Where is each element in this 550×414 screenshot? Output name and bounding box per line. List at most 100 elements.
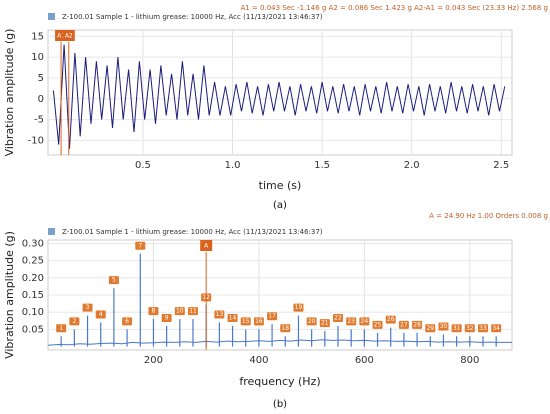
peak-marker <box>372 320 383 329</box>
peak-marker <box>319 319 330 328</box>
peak-marker <box>280 324 291 333</box>
peak-label: 25 <box>374 321 382 328</box>
peak-label: 22 <box>334 314 342 321</box>
peak-label: 17 <box>268 313 276 320</box>
peak-label: 10 <box>176 308 184 315</box>
x-tick-label: 800 <box>460 355 479 366</box>
peak-label: 21 <box>321 320 329 327</box>
plot-area <box>47 29 513 156</box>
peak-marker <box>425 324 436 333</box>
peak-marker <box>69 317 80 326</box>
y-tick-label: 0.30 <box>22 238 44 249</box>
peak-label: 16 <box>255 318 263 325</box>
header: Z-100.01 Sample 1 - lithium grease: 1000… <box>62 13 323 21</box>
readout: A1 = 0.043 Sec -1.146 g A2 = 0.086 Sec 1… <box>240 4 548 12</box>
peak-marker <box>214 310 225 319</box>
cursor-label: A2 <box>65 33 73 40</box>
cursor-flag <box>55 30 68 41</box>
peak-label: 6 <box>125 318 129 325</box>
x-tick-label: 600 <box>355 355 374 366</box>
peak-marker <box>306 317 317 326</box>
y-tick-label: 0.05 <box>22 324 44 335</box>
y-tick-label: 0.15 <box>22 290 44 301</box>
x-tick-label: 2.5 <box>493 160 509 171</box>
peak-label: 29 <box>426 325 434 332</box>
peak-label: 28 <box>413 321 421 328</box>
peak-marker <box>451 324 462 333</box>
peak-marker <box>333 313 343 322</box>
peak-marker <box>108 276 119 285</box>
peak-marker <box>135 241 146 250</box>
panel-label: (a) <box>273 200 287 211</box>
peak-marker <box>253 317 264 326</box>
peak-label: 3 <box>86 304 90 311</box>
header: Z-100.01 Sample 1 - lithium grease: 1000… <box>62 228 323 236</box>
cursor-flag <box>62 30 75 41</box>
peak-label: 27 <box>400 321 408 328</box>
peak-label: 2 <box>72 318 76 325</box>
x-tick-label: 1.5 <box>314 160 330 171</box>
peak-label: 1 <box>59 325 63 332</box>
peak-marker <box>359 317 370 326</box>
peak-marker <box>346 317 357 326</box>
y-tick-label: 0.10 <box>22 307 44 318</box>
peak-label: 24 <box>361 318 369 325</box>
peak-marker <box>491 324 502 333</box>
header-icon <box>48 228 55 235</box>
y-tick-label: 0 <box>38 94 44 105</box>
peak-label: 13 <box>216 311 224 318</box>
peak-label: 7 <box>138 242 142 249</box>
peak-marker <box>174 307 185 316</box>
peak-label: 15 <box>242 318 250 325</box>
y-tick-label: 10 <box>31 52 44 63</box>
y-axis-label: Vibration amplitude (g) <box>3 29 16 157</box>
x-tick-label: 1.0 <box>225 160 241 171</box>
peak-marker <box>464 324 475 333</box>
peak-label: 4 <box>99 311 103 318</box>
peak-label: 23 <box>347 318 355 325</box>
signal-line <box>52 44 506 149</box>
peak-marker <box>240 317 251 326</box>
y-tick-label: 5 <box>38 73 44 84</box>
peak-marker <box>95 310 106 319</box>
peak-label: 26 <box>387 316 395 323</box>
panel-label: (b) <box>273 399 287 410</box>
x-tick-label: 200 <box>144 355 163 366</box>
x-axis-label: time (s) <box>259 179 302 192</box>
peak-label: 5 <box>112 277 116 284</box>
peak-label: 9 <box>165 314 169 321</box>
signal-line <box>47 339 512 346</box>
peak-marker <box>122 317 133 326</box>
peak-label: 14 <box>229 314 237 321</box>
peak-label: 11 <box>189 308 197 315</box>
x-tick-label: 400 <box>249 355 268 366</box>
peak-marker <box>438 322 449 331</box>
peak-label: 20 <box>308 318 316 325</box>
y-tick-label: 15 <box>31 31 44 42</box>
peak-marker <box>293 303 304 312</box>
peak-label: 34 <box>492 325 500 332</box>
cursor-flag <box>200 240 213 251</box>
x-tick-label: 0.5 <box>135 160 151 171</box>
y-tick-label: -10 <box>28 135 44 146</box>
x-tick-label: 2.0 <box>404 160 420 171</box>
peak-label: 32 <box>466 325 474 332</box>
peak-marker <box>56 324 67 333</box>
peak-marker <box>82 303 93 312</box>
peak-label: 18 <box>281 325 289 332</box>
peak-marker <box>478 324 488 333</box>
peak-marker <box>267 312 278 321</box>
x-axis-label: frequency (Hz) <box>239 375 320 388</box>
cursor-label: A1 <box>57 33 65 40</box>
peak-marker <box>161 313 172 322</box>
peak-label: 31 <box>453 325 461 332</box>
cursor-label: A <box>204 243 209 250</box>
peak-label: 30 <box>440 323 448 330</box>
header-icon <box>48 13 55 20</box>
peak-label: 33 <box>479 325 487 332</box>
peak-marker <box>412 320 423 329</box>
peak-marker <box>385 315 396 324</box>
peak-marker <box>148 307 159 316</box>
peak-label: 8 <box>152 308 156 315</box>
